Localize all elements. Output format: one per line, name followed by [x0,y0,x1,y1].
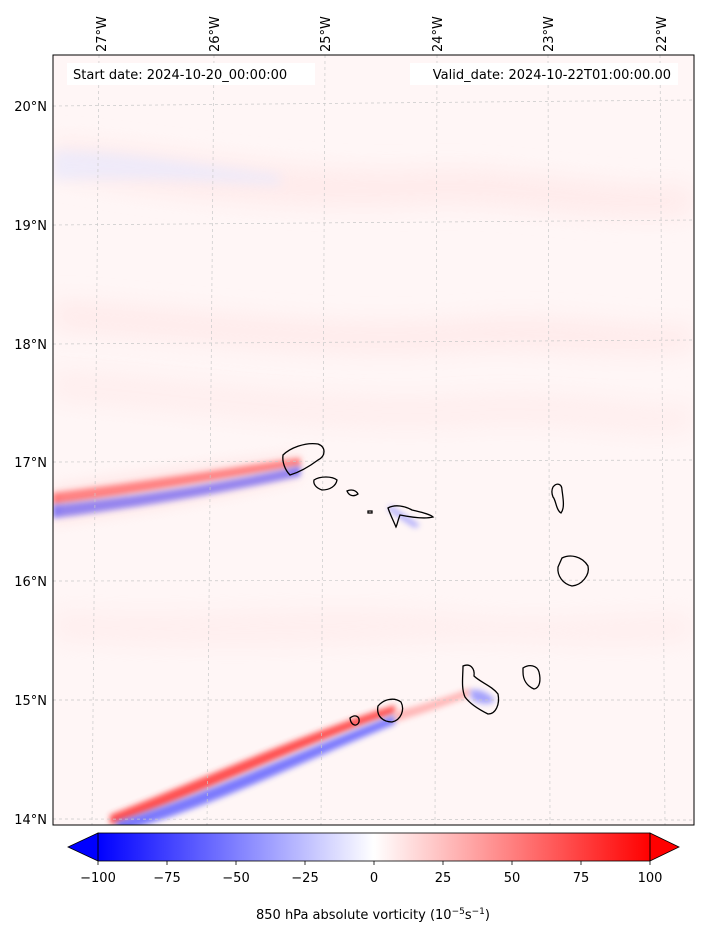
valid-date-label: Valid_date: 2024-10-22T01:00:00.00 [433,68,671,83]
lon-label: 24°W [431,16,446,52]
island-fogo [377,698,404,723]
latitude-labels: 20°N 19°N 18°N 17°N 16°N 15°N 14°N [14,100,47,828]
gridlines [53,55,694,825]
island-santiago [461,664,500,715]
start-date-box [67,63,315,85]
lat-label: 16°N [14,575,47,590]
plot-border [52,54,695,826]
colorbar: −100 −75 −50 −25 0 25 50 75 100 850 hPa … [67,832,680,923]
island-sao-vicente [313,476,338,491]
colorbar-label: 850 hPa absolute vorticity (10−5s−1) [256,907,490,923]
lon-label: 27°W [95,16,110,52]
island-brava [349,715,360,726]
lat-label: 17°N [14,456,47,471]
coastlines [282,442,589,726]
island-santo-antao [282,442,325,476]
island-santa-luzia [346,489,359,497]
vorticity-field [53,140,694,825]
colorbar-tick: 75 [573,871,590,886]
colorbar-tick: −50 [222,871,249,886]
colorbar-tick: 25 [435,871,452,886]
valid-date-box [410,63,678,85]
colorbar-tick: 50 [504,871,521,886]
colorbar-tick: −100 [80,871,116,886]
colorbar-tick: 100 [638,871,663,886]
lat-label: 20°N [14,100,47,115]
lat-label: 14°N [14,813,47,828]
island-maio [522,665,541,690]
lon-label: 23°W [542,16,557,52]
island-branco [367,510,373,514]
lon-label: 26°W [208,16,223,52]
colorbar-extend-min [67,832,99,862]
colorbar-tick: −75 [153,871,180,886]
lat-label: 19°N [14,219,47,234]
lat-label: 18°N [14,338,47,353]
colorbar-extend-max [649,832,680,862]
start-date-label: Start date: 2024-10-20_00:00:00 [73,68,287,83]
island-boa-vista [557,555,589,587]
lat-label: 15°N [14,694,47,709]
colorbar-tick: −25 [291,871,318,886]
colorbar-gradient [98,833,650,861]
lon-label: 22°W [655,16,670,52]
island-sao-nicolau [387,505,435,529]
island-sal [551,483,565,514]
longitude-labels: 27°W 26°W 25°W 24°W 23°W 22°W [95,16,670,52]
lon-label: 25°W [319,16,334,52]
colorbar-tick: 0 [370,871,378,886]
